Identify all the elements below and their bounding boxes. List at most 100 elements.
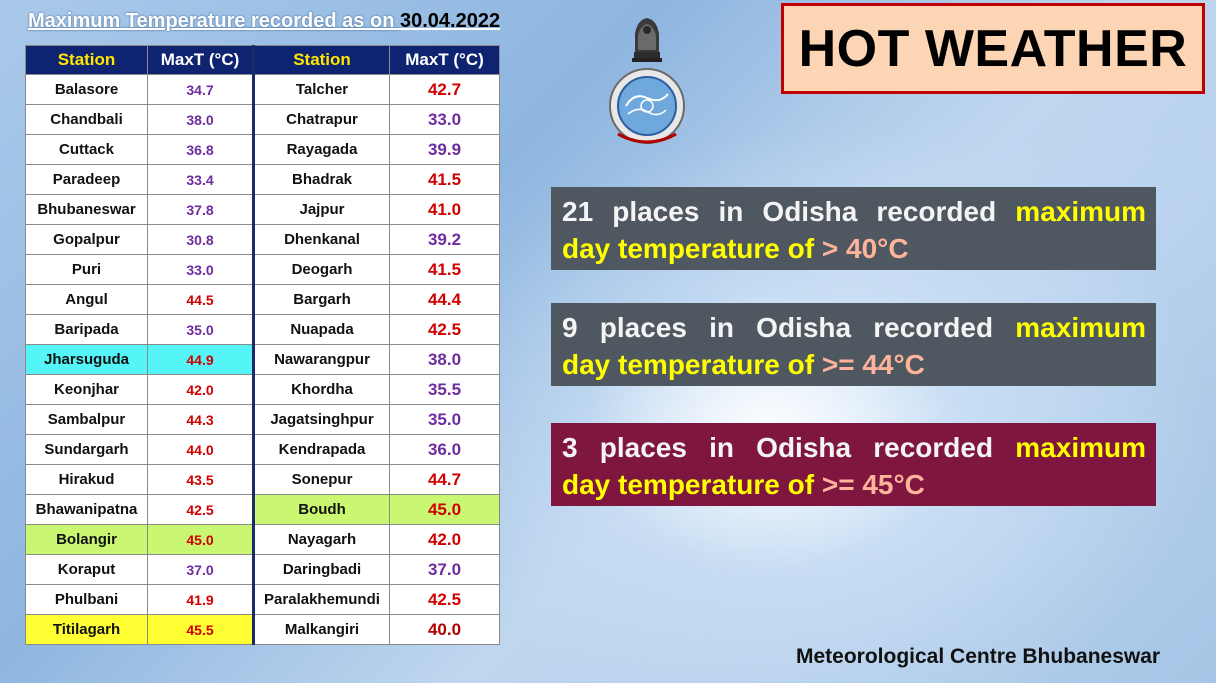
summary-threshold: >= 44°C	[821, 349, 925, 380]
station-name-right: Jagatsinghpur	[253, 404, 390, 435]
table-row: Puri 33.0 Deogarh 41.5	[25, 254, 500, 285]
max-temp-right: 41.5	[389, 164, 500, 195]
max-temp-left: 38.0	[147, 104, 255, 135]
max-temp-left: 44.5	[147, 284, 255, 315]
summary-box-over-44: 9 places in Odisha recorded maximum day …	[551, 303, 1156, 386]
page-title: Maximum Temperature recorded as on 30.04…	[28, 10, 500, 33]
temperature-table: Station MaxT (°C) Station MaxT (°C) Bala…	[25, 45, 500, 645]
max-temp-right: 41.0	[389, 194, 500, 225]
title-date: 30.04.2022	[399, 10, 501, 32]
station-name-right: Nawarangpur	[253, 344, 390, 375]
summary-line1: 3 places in Odisha recorded maximum	[562, 429, 1146, 466]
title-text: Maximum Temperature recorded as on	[28, 10, 400, 32]
col-header-station-right: Station	[253, 45, 390, 75]
max-temp-right: 42.0	[389, 524, 500, 555]
table-row: Angul 44.5 Bargarh 44.4	[25, 284, 500, 315]
max-temp-right: 42.5	[389, 584, 500, 615]
footer-org-name: Meteorological Centre Bhubaneswar	[796, 645, 1161, 668]
summary-yellow-2: day temperature of	[562, 469, 822, 500]
station-name-left: Sambalpur	[25, 404, 148, 435]
station-name-left: Angul	[25, 284, 148, 315]
table-row: Bhubaneswar 37.8 Jajpur 41.0	[25, 194, 500, 225]
max-temp-right: 41.5	[389, 254, 500, 285]
station-name-right: Daringbadi	[253, 554, 390, 585]
max-temp-left: 43.5	[147, 464, 255, 495]
table-row: Keonjhar 42.0 Khordha 35.5	[25, 374, 500, 405]
station-name-left: Koraput	[25, 554, 148, 585]
station-name-left: Keonjhar	[25, 374, 148, 405]
summary-line2: day temperature of >= 45°C	[562, 466, 1146, 503]
max-temp-left: 44.0	[147, 434, 255, 465]
station-name-left: Puri	[25, 254, 148, 285]
table-row: Cuttack 36.8 Rayagada 39.9	[25, 134, 500, 165]
station-name-left: Titilagarh	[25, 614, 148, 645]
station-name-right: Kendrapada	[253, 434, 390, 465]
max-temp-left: 42.5	[147, 494, 255, 525]
max-temp-right: 39.2	[389, 224, 500, 255]
max-temp-left: 44.9	[147, 344, 255, 375]
summary-yellow-2: day temperature of	[562, 349, 822, 380]
summary-threshold: > 40°C	[821, 233, 909, 264]
station-name-left: Balasore	[25, 74, 148, 105]
max-temp-left: 42.0	[147, 374, 255, 405]
col-header-maxt-right: MaxT (°C)	[389, 45, 500, 75]
table-row: Jharsuguda 44.9 Nawarangpur 38.0	[25, 344, 500, 375]
table-row: Sambalpur 44.3 Jagatsinghpur 35.0	[25, 404, 500, 435]
table-row: Paradeep 33.4 Bhadrak 41.5	[25, 164, 500, 195]
max-temp-left: 45.0	[147, 524, 255, 555]
table-row: Titilagarh 45.5 Malkangiri 40.0	[25, 614, 500, 645]
table-row: Koraput 37.0 Daringbadi 37.0	[25, 554, 500, 585]
max-temp-right: 35.0	[389, 404, 500, 435]
max-temp-right: 37.0	[389, 554, 500, 585]
max-temp-right: 38.0	[389, 344, 500, 375]
max-temp-left: 37.0	[147, 554, 255, 585]
station-name-right: Jajpur	[253, 194, 390, 225]
station-name-left: Cuttack	[25, 134, 148, 165]
table-body: Balasore 34.7 Talcher 42.7 Chandbali 38.0 Chat…	[25, 74, 500, 645]
summary-yellow: maximum	[1015, 312, 1146, 343]
max-temp-left: 33.0	[147, 254, 255, 285]
station-name-right: Malkangiri	[253, 614, 390, 645]
station-name-left: Gopalpur	[25, 224, 148, 255]
max-temp-left: 45.5	[147, 614, 255, 645]
station-name-right: Khordha	[253, 374, 390, 405]
max-temp-right: 33.0	[389, 104, 500, 135]
station-name-right: Bargarh	[253, 284, 390, 315]
summary-yellow: maximum	[1015, 196, 1147, 227]
max-temp-left: 36.8	[147, 134, 255, 165]
summary-threshold: >= 45°C	[821, 469, 925, 500]
station-name-left: Sundargarh	[25, 434, 148, 465]
summary-line1: 9 places in Odisha recorded maximum	[562, 309, 1146, 346]
station-name-right: Nuapada	[253, 314, 390, 345]
summary-white: 3 places in Odisha recorded	[562, 432, 994, 463]
table-row: Baripada 35.0 Nuapada 42.5	[25, 314, 500, 345]
station-name-right: Nayagarh	[253, 524, 390, 555]
summary-line2: day temperature of >= 44°C	[562, 346, 1146, 383]
station-name-right: Rayagada	[253, 134, 390, 165]
station-name-right: Deogarh	[253, 254, 390, 285]
max-temp-left: 33.4	[147, 164, 255, 195]
max-temp-right: 36.0	[389, 434, 500, 465]
col-header-station-left: Station	[25, 45, 148, 75]
summary-yellow: maximum	[1015, 432, 1146, 463]
table-row: Chandbali 38.0 Chatrapur 33.0	[25, 104, 500, 135]
station-name-left: Bhawanipatna	[25, 494, 148, 525]
station-name-left: Bolangir	[25, 524, 148, 555]
table-row: Gopalpur 30.8 Dhenkanal 39.2	[25, 224, 500, 255]
max-temp-left: 30.8	[147, 224, 255, 255]
table-row: Hirakud 43.5 Sonepur 44.7	[25, 464, 500, 495]
max-temp-right: 44.7	[389, 464, 500, 495]
station-name-right: Paralakhemundi	[253, 584, 390, 615]
summary-white: 21 places in Odisha recorded	[562, 196, 997, 227]
station-name-left: Chandbali	[25, 104, 148, 135]
station-name-left: Hirakud	[25, 464, 148, 495]
max-temp-right: 42.7	[389, 74, 500, 105]
max-temp-right: 45.0	[389, 494, 500, 525]
max-temp-left: 41.9	[147, 584, 255, 615]
max-temp-right: 40.0	[389, 614, 500, 645]
summary-box-over-45: 3 places in Odisha recorded maximum day …	[551, 423, 1156, 506]
summary-line2: day temperature of > 40°C	[562, 230, 1146, 267]
table-row: Sundargarh 44.0 Kendrapada 36.0	[25, 434, 500, 465]
imd-emblem-icon	[609, 18, 685, 144]
max-temp-left: 37.8	[147, 194, 255, 225]
